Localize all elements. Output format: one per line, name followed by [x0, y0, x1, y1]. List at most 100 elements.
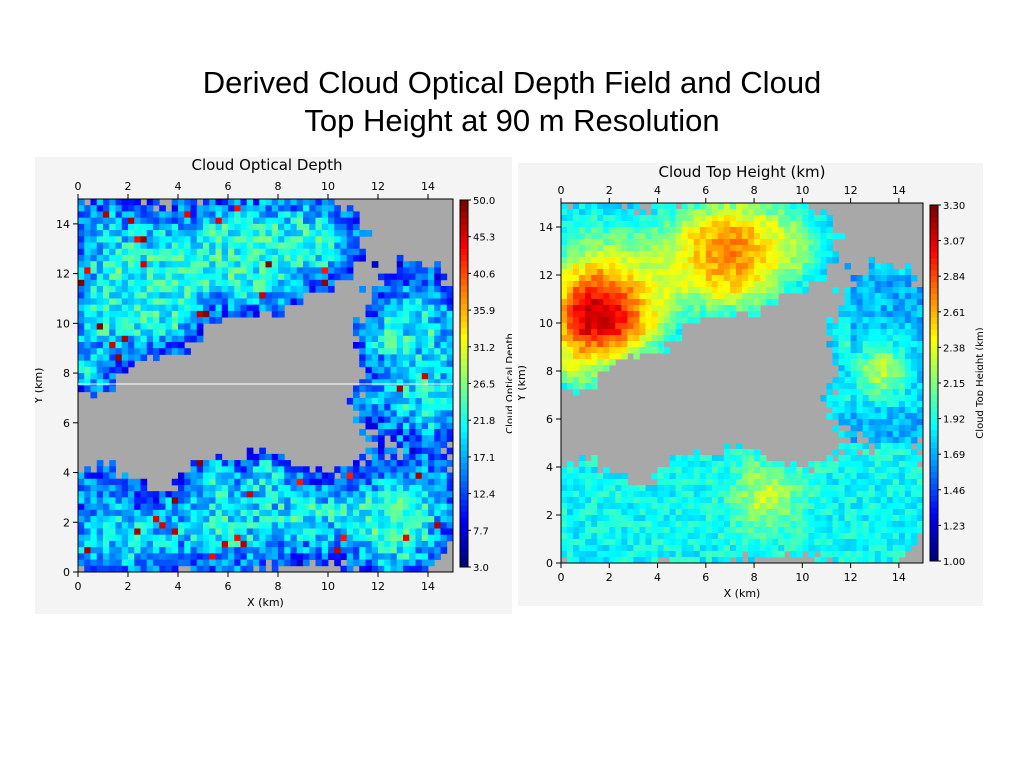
y-tick-label: 14	[539, 221, 553, 234]
cloud-pixel	[621, 521, 628, 528]
cloud-pixel	[240, 472, 248, 480]
cloud-pixel	[103, 509, 110, 517]
cloud-pixel	[340, 547, 348, 554]
cloud-pixel	[221, 534, 229, 542]
cloud-pixel	[90, 248, 98, 256]
cloud-pixel	[315, 279, 323, 287]
cloud-pixel	[134, 522, 141, 529]
cloud-pixel	[78, 205, 85, 212]
cloud-pixel	[196, 516, 204, 523]
cloud-pixel	[832, 539, 839, 546]
cloud-pixel	[880, 395, 888, 402]
cloud-pixel	[892, 269, 900, 276]
cloud-pixel	[597, 221, 604, 228]
cloud-pixel	[446, 404, 454, 411]
cloud-pixel	[651, 323, 658, 330]
cloud-pixel	[246, 267, 254, 274]
cloud-pixel	[103, 484, 110, 492]
cloud-pixel	[663, 209, 670, 216]
cloud-pixel	[153, 509, 160, 517]
cloud-pixel	[296, 478, 304, 486]
cloud-pixel	[669, 215, 677, 222]
cloud-pixel	[681, 245, 689, 252]
cloud-pixel	[772, 551, 779, 558]
cloud-pixel	[290, 559, 298, 567]
cloud-pixel	[615, 305, 622, 312]
cloud-pixel	[365, 528, 373, 536]
cloud-pixel	[334, 540, 341, 548]
cloud-pixel	[421, 516, 429, 523]
cloud-pixel	[78, 497, 85, 505]
cloud-pixel	[633, 515, 640, 522]
cloud-pixel	[265, 248, 273, 256]
cloud-pixel	[234, 540, 241, 548]
cloud-pixel	[862, 293, 870, 300]
cloud-pixel	[440, 366, 448, 374]
cloud-pixel	[215, 317, 223, 324]
cloud-pixel	[253, 217, 260, 225]
cloud-pixel	[573, 269, 580, 276]
cloud-pixel	[384, 397, 391, 405]
cloud-pixel	[874, 425, 882, 432]
cloud-pixel	[633, 251, 640, 258]
cloud-pixel	[203, 491, 210, 498]
cloud-pixel	[729, 521, 737, 528]
cloud-pixel	[171, 329, 179, 337]
cloud-pixel	[802, 287, 809, 294]
cloud-pixel	[729, 527, 737, 534]
cloud-pixel	[396, 391, 404, 399]
colorbar-segment	[930, 317, 938, 325]
cloud-pixel	[321, 286, 329, 293]
cloud-pixel	[699, 263, 707, 270]
cloud-pixel	[754, 287, 761, 294]
cloud-pixel	[639, 221, 646, 228]
cloud-pixel	[421, 329, 429, 337]
cloud-pixel	[838, 233, 845, 240]
cloud-pixel	[597, 329, 604, 336]
cloud-pixel	[203, 509, 210, 517]
cloud-pixel	[567, 347, 574, 354]
cloud-pixel	[215, 267, 223, 274]
cloud-pixel	[597, 503, 604, 510]
cloud-pixel	[228, 534, 235, 542]
cloud-pixel	[748, 461, 755, 468]
cloud-pixel	[115, 223, 123, 231]
cloud-pixel	[321, 509, 329, 517]
cloud-pixel	[754, 311, 761, 318]
cloud-pixel	[826, 251, 833, 258]
cloud-pixel	[96, 248, 104, 256]
colorbar-segment	[460, 334, 468, 342]
cloud-pixel	[90, 547, 98, 554]
cloud-pixel	[591, 221, 598, 228]
cloud-pixel	[760, 203, 767, 210]
cloud-pixel	[754, 221, 761, 228]
cloud-pixel	[115, 540, 123, 548]
cloud-pixel	[693, 545, 701, 552]
cloud-pixel	[705, 275, 713, 282]
cloud-pixel	[84, 516, 91, 523]
cloud-pixel	[346, 534, 354, 542]
cloud-pixel	[814, 263, 821, 270]
cloud-pixel	[621, 305, 628, 312]
cloud-pixel	[378, 354, 385, 362]
cloud-pixel	[121, 553, 129, 560]
cloud-pixel	[184, 534, 191, 542]
cloud-pixel	[615, 215, 622, 222]
cloud-pixel	[378, 540, 385, 548]
cloud-pixel	[303, 273, 310, 281]
cloud-pixel	[766, 551, 773, 558]
cloud-pixel	[178, 236, 185, 243]
cloud-pixel	[850, 467, 858, 474]
cloud-pixel	[675, 539, 683, 546]
cloud-pixel	[253, 211, 260, 219]
cloud-pixel	[579, 371, 586, 378]
cloud-pixel	[371, 360, 379, 368]
cloud-pixel	[296, 286, 304, 293]
cloud-pixel	[328, 472, 335, 480]
cloud-pixel	[874, 305, 882, 312]
cloud-pixel	[153, 273, 160, 281]
cloud-pixel	[109, 242, 116, 250]
cloud-pixel	[259, 223, 266, 231]
cloud-pixel	[384, 292, 391, 299]
cloud-pixel	[365, 341, 373, 349]
